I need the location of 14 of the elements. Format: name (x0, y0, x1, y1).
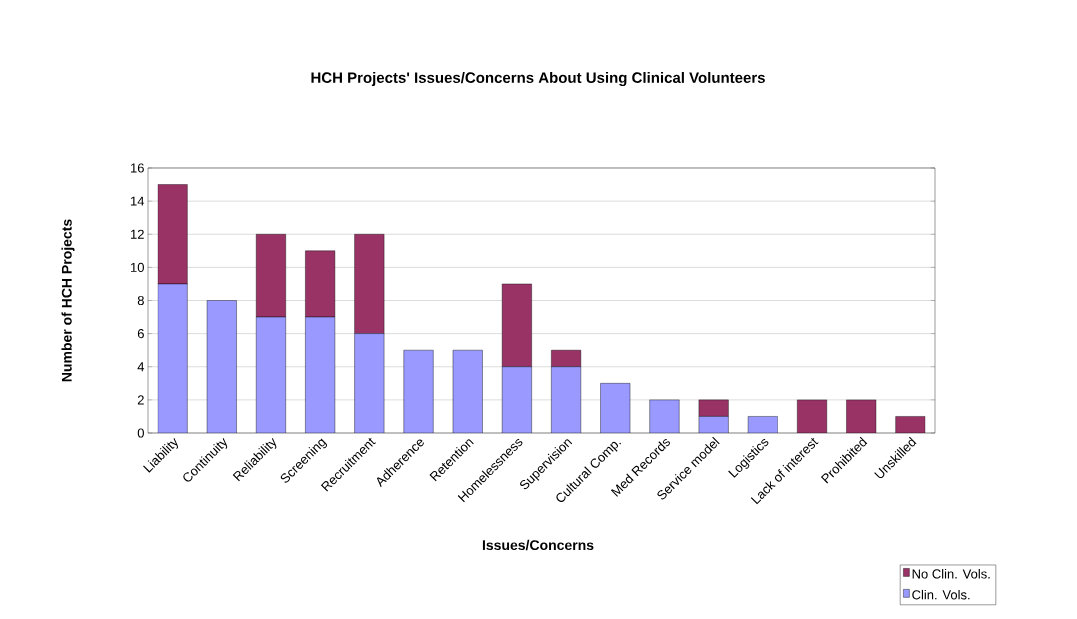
y-tick-label: 10 (131, 262, 144, 272)
y-tick-label: 0 (137, 428, 144, 438)
y-tick-label: 14 (131, 196, 145, 206)
y-tick-label: 8 (137, 295, 144, 306)
y-tick-label: 12 (131, 229, 144, 239)
y-axis-title: Number of HCH Projects (61, 219, 75, 382)
y-tick-label: 6 (137, 329, 144, 339)
y-tick-label: 4 (137, 362, 145, 372)
legend-label: Clin. Vols. (912, 589, 970, 600)
y-tick-label: 2 (137, 395, 144, 405)
legend-label: No Clin. Vols. (912, 568, 990, 579)
y-tick-label: 16 (131, 163, 144, 173)
x-axis-title: Issues/Concerns (482, 539, 594, 551)
chart-title: HCH Projects' Issues/Concerns About Using Clinical Volunteers (311, 71, 765, 87)
